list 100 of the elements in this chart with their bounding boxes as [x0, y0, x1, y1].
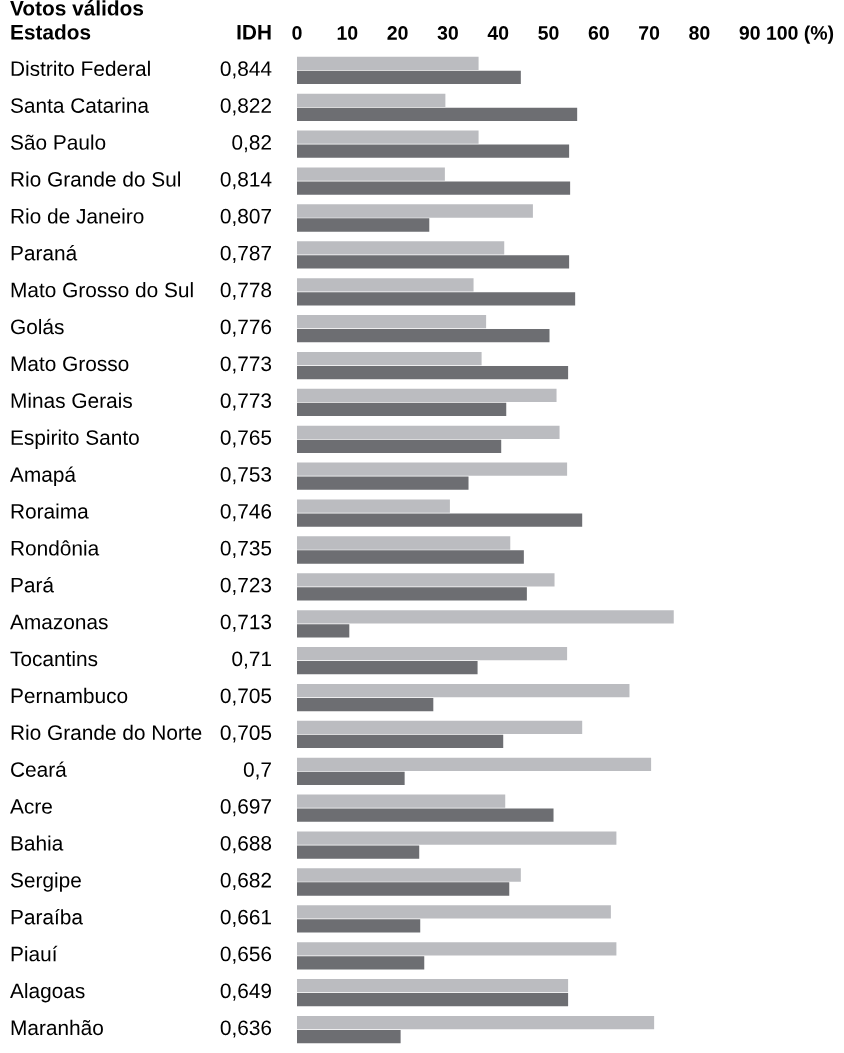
x-tick-label: 0: [292, 26, 302, 40]
bar: [297, 329, 550, 343]
bar: [297, 402, 507, 417]
bar: [297, 144, 570, 158]
y2-tick-label: 0,649: [220, 983, 272, 1001]
y-tick-label: Sergipe: [10, 872, 81, 892]
bar: [297, 181, 571, 195]
y2-tick-label: 0,661: [220, 909, 271, 927]
y2-tick-label: 0,636: [220, 1020, 272, 1038]
bar: [297, 241, 505, 255]
y-tick-label: Rio Grande do Sul: [11, 171, 180, 187]
bar: [297, 697, 434, 712]
y-tick-label: Roraima: [11, 503, 89, 519]
bar: [297, 845, 420, 859]
x-tick-label: 20: [387, 26, 408, 40]
y-tick-label: Golás: [11, 318, 64, 335]
text: Votos válidos: [10, 0, 144, 16]
bar: [297, 661, 478, 675]
y2-axis-title: IDH: [237, 25, 271, 40]
bar: [297, 1029, 401, 1044]
bar: [297, 624, 350, 638]
y2-tick-label: 0,705: [220, 688, 272, 706]
y2-tick-label: 0,822: [220, 98, 271, 116]
bar: [297, 720, 583, 735]
x-tick-label: 90: [739, 26, 760, 40]
bar: [297, 315, 487, 329]
y2-tick-label: 0,773: [220, 393, 272, 411]
y2-tick-label: 0,723: [220, 577, 272, 595]
bar: [297, 587, 527, 601]
y-tick-label: Bahia: [11, 835, 64, 851]
y2-tick-label: 0,735: [220, 540, 272, 559]
bar: [297, 882, 510, 896]
y2-tick-label: 0,844: [220, 61, 272, 79]
bar: [297, 218, 430, 232]
bar: [297, 905, 611, 919]
bar: [297, 70, 521, 85]
bar: [297, 647, 568, 661]
bar: [297, 56, 479, 71]
x-tick-label: 10: [337, 26, 358, 40]
y2-tick-label: 0,705: [220, 725, 272, 743]
y-axis-title: Estados: [11, 24, 91, 40]
x-tick-label: 60: [588, 26, 609, 40]
x-tick-label: 70: [639, 26, 660, 40]
y2-tick-label: 0,7: [243, 762, 271, 780]
y-tick-label: Santa Catarina: [10, 97, 149, 113]
bar: [297, 278, 474, 292]
bar: [297, 757, 652, 771]
y-tick-label: Alagoas: [10, 982, 85, 1003]
y-tick-label: Piauí: [11, 945, 58, 962]
bar: [297, 536, 511, 550]
x-tick-label: 50: [538, 26, 559, 40]
y-tick-label: Distrito Federal: [11, 60, 150, 77]
y2-tick-label: 0,697: [220, 799, 271, 817]
y2-tick-label: 0,814: [220, 171, 272, 190]
y2-tick-label: 0,765: [220, 430, 272, 448]
y-tick-label: Ceará: [11, 761, 67, 777]
bar: [297, 993, 569, 1007]
y2-tick-label: 0,71: [232, 651, 271, 669]
y-tick-label: Rondônia: [11, 540, 100, 556]
x-tick-label: 30: [437, 26, 458, 40]
bar: [297, 462, 568, 476]
bar: [297, 771, 405, 785]
bar: [297, 365, 569, 380]
bar: [297, 550, 524, 564]
bar: [297, 388, 557, 403]
bar: [297, 919, 421, 933]
bar: [297, 167, 445, 181]
y-tick-label: Paraíba: [11, 908, 83, 925]
y-tick-label: Mato Grosso do Sul: [11, 282, 193, 298]
y2-tick-label: 0,746: [220, 503, 272, 522]
bar: [297, 734, 504, 749]
y2-tick-label: 0,787: [220, 245, 271, 263]
y2-tick-label: 0,656: [220, 946, 272, 964]
x-tick-label: 100 (%): [767, 25, 834, 44]
bar: [297, 130, 479, 144]
y2-tick-label: 0,753: [220, 467, 272, 485]
bar: [297, 808, 554, 822]
bar: [297, 513, 583, 527]
bar: [297, 351, 482, 366]
y-tick-label: Pernambuco: [11, 687, 128, 704]
bar: [297, 1015, 655, 1030]
bar: [297, 204, 533, 218]
y2-tick-label: 0,688: [220, 835, 272, 854]
bar: [297, 794, 506, 808]
bar: [297, 573, 555, 587]
y-tick-label: Rio de Janeiro: [11, 208, 144, 224]
y2-tick-label: 0,773: [220, 356, 272, 374]
y2-tick-label: 0,713: [220, 614, 272, 632]
y2-tick-label: 0,776: [220, 319, 272, 337]
bar: [297, 107, 578, 121]
bar: [297, 255, 570, 269]
y-tick-label: Amapá: [10, 466, 77, 487]
y2-tick-label: 0,807: [220, 208, 271, 227]
bar: [297, 956, 425, 970]
y-tick-label: São Paulo: [10, 134, 106, 150]
bar: [297, 868, 521, 882]
y-tick-label: Acre: [10, 799, 52, 814]
y-tick-label: Maranhão: [11, 1019, 103, 1036]
y-tick-label: Minas Gerais: [11, 392, 132, 409]
bar: [297, 439, 502, 453]
